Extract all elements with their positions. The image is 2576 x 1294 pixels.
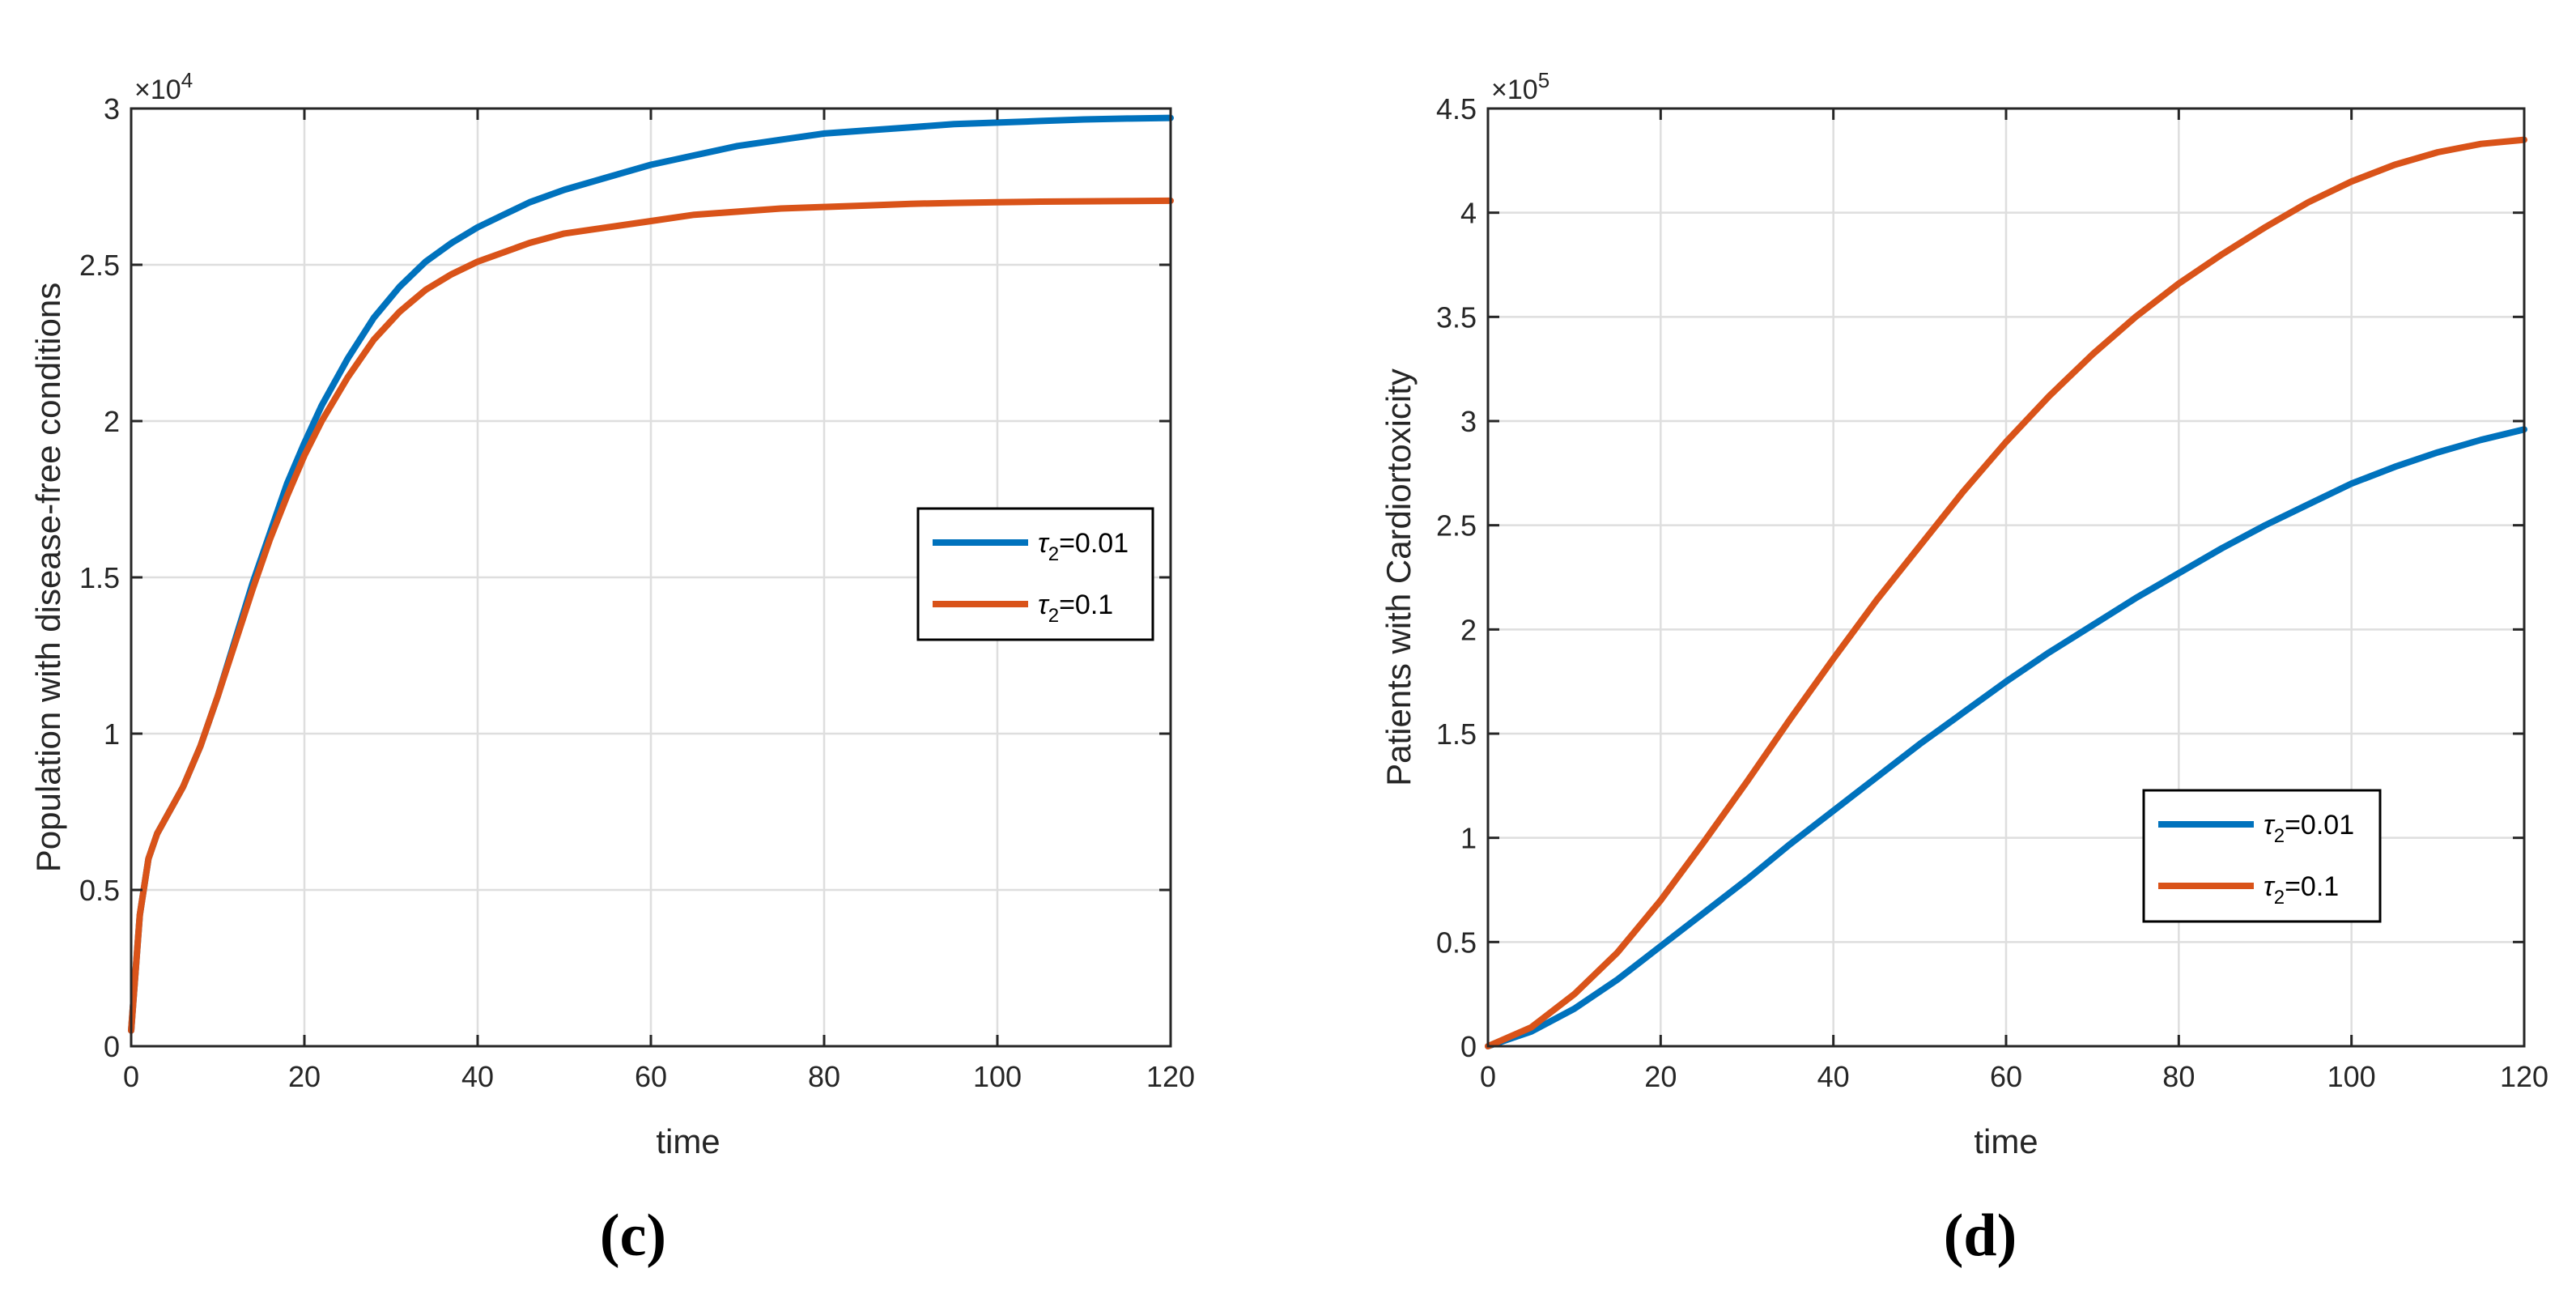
legend-d: τ2=0.01 τ2=0.1 xyxy=(2142,789,2382,923)
y-tick-label: 3 xyxy=(104,92,120,126)
y-tick-label: 1 xyxy=(1460,822,1477,855)
legend-label-d-1: τ2=0.1 xyxy=(2264,871,2339,909)
series-group-c xyxy=(128,114,1174,1034)
y-tick-label: 3.5 xyxy=(1436,300,1477,334)
y-tick-label: 2 xyxy=(1460,613,1477,646)
legend-c: τ2=0.01 τ2=0.1 xyxy=(916,507,1154,641)
x-axis-label-c: time xyxy=(656,1122,720,1160)
legend-box-d xyxy=(2142,789,2382,923)
y-tick-label: 3 xyxy=(1460,405,1477,438)
y-tick-label: 1.5 xyxy=(1436,717,1477,751)
ticks-d: 0 20 40 60 80 100 120 0 0.5 1 1.5 2 2.5 3 3.5 4 4.5 xyxy=(1436,92,2548,1093)
series-line-c-1 xyxy=(128,197,1174,1034)
chart-panel-d: 0 20 40 60 80 100 120 0 0.5 1 1.5 2 2.5 3 3.5 4 4.5 ×105… xyxy=(1379,68,2548,1269)
x-tick-label: 20 xyxy=(288,1060,321,1093)
x-tick-label: 100 xyxy=(973,1060,1022,1093)
y-tick-label: 0.5 xyxy=(79,874,120,907)
x-tick-label: 40 xyxy=(1817,1060,1850,1093)
x-tick-label: 0 xyxy=(123,1060,139,1093)
y-axis-label-c: Population with disease-free conditions xyxy=(29,283,67,872)
y-tick-label: 1.5 xyxy=(79,561,120,594)
y-tick-label: 2 xyxy=(104,405,120,438)
x-tick-label: 120 xyxy=(2500,1060,2548,1093)
y-tick-label: 4 xyxy=(1460,197,1477,230)
y-axis-label-d: Patients with Cardiortoxicity xyxy=(1379,368,1418,786)
chart-panel-c: 0 20 40 60 80 100 120 0 0.5 1 1.5 2 2.5 3 ×104 time P… xyxy=(29,68,1195,1269)
y-tick-label: 0.5 xyxy=(1436,926,1477,959)
y-tick-label: 2.5 xyxy=(79,249,120,282)
y-tick-label: 4.5 xyxy=(1436,92,1477,126)
y-tick-label: 1 xyxy=(104,717,120,751)
x-tick-label: 60 xyxy=(635,1060,667,1093)
x-tick-label: 0 xyxy=(1480,1060,1496,1093)
ticks-c: 0 20 40 60 80 100 120 0 0.5 1 1.5 2 2.5 3 xyxy=(79,92,1195,1093)
series-group-d xyxy=(1485,136,2527,1049)
y-multiplier-d: ×105 xyxy=(1491,68,1549,105)
x-tick-label: 80 xyxy=(808,1060,840,1093)
legend-label-d-0: τ2=0.01 xyxy=(2264,810,2354,847)
y-tick-label: 0 xyxy=(1460,1030,1477,1063)
panel-caption-c: (c) xyxy=(600,1202,666,1269)
legend-label-c-0: τ2=0.01 xyxy=(1038,528,1129,565)
series-line-d-0 xyxy=(1485,426,2527,1049)
x-axis-label-d: time xyxy=(1974,1122,2038,1160)
x-tick-label: 100 xyxy=(2327,1060,2376,1093)
y-tick-label: 2.5 xyxy=(1436,509,1477,543)
x-tick-label: 80 xyxy=(2162,1060,2195,1093)
y-multiplier-c: ×104 xyxy=(134,68,193,105)
legend-label-c-1: τ2=0.1 xyxy=(1038,590,1113,627)
series-line-d-1 xyxy=(1485,136,2527,1049)
x-tick-label: 60 xyxy=(1990,1060,2022,1093)
x-tick-label: 40 xyxy=(461,1060,494,1093)
legend-box-c xyxy=(916,507,1154,641)
x-tick-label: 120 xyxy=(1146,1060,1195,1093)
y-tick-label: 0 xyxy=(104,1030,120,1063)
x-tick-label: 20 xyxy=(1644,1060,1677,1093)
panel-caption-d: (d) xyxy=(1944,1202,2017,1269)
